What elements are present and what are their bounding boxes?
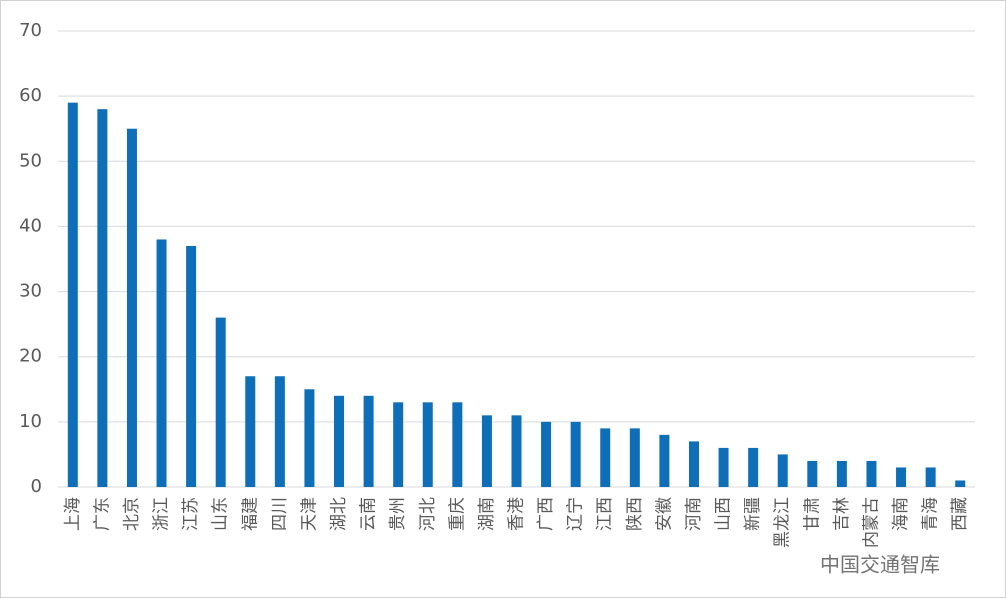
bar (748, 447, 759, 487)
bar (570, 421, 581, 487)
x-tick-label: 山西 (714, 497, 734, 531)
bar (215, 317, 226, 487)
x-tick-label: 广东 (92, 497, 112, 531)
x-tick-label: 山东 (211, 497, 231, 531)
x-tick-label: 安徽 (654, 497, 674, 531)
y-tick-label: 10 (19, 411, 42, 432)
bar (334, 395, 345, 487)
bar (600, 428, 611, 487)
bar (718, 447, 729, 487)
x-tick-label: 吉林 (832, 497, 852, 531)
bar (836, 460, 847, 487)
x-tick-label: 湖南 (477, 497, 497, 531)
x-tick-label: 黑龙江 (773, 497, 793, 548)
bar (452, 402, 463, 487)
x-tick-label: 广西 (536, 497, 556, 531)
x-tick-label: 海南 (891, 497, 911, 531)
bar (659, 434, 670, 487)
bar (807, 460, 818, 487)
bar (629, 428, 640, 487)
x-tick-label: 湖北 (329, 497, 349, 531)
bar (541, 421, 552, 487)
y-tick-label: 30 (19, 281, 42, 302)
x-tick-label: 江苏 (181, 497, 201, 531)
x-tick-label: 甘肃 (802, 497, 822, 531)
bar (97, 109, 108, 488)
y-tick-label: 70 (19, 20, 42, 41)
x-tick-label: 重庆 (447, 497, 467, 531)
bar (422, 402, 433, 487)
bar (955, 480, 966, 487)
y-tick-label: 50 (19, 150, 42, 171)
y-tick-label: 20 (19, 346, 42, 367)
bar (866, 460, 877, 487)
bar (363, 395, 374, 487)
x-tick-label: 陕西 (625, 497, 645, 531)
bar (67, 102, 78, 488)
x-tick-label: 河南 (684, 497, 704, 531)
x-tick-label: 新疆 (743, 497, 763, 531)
watermark: 中国交通智库 (820, 553, 940, 577)
x-tick-label: 贵州 (388, 497, 408, 531)
bar (896, 467, 907, 487)
x-tick-label: 浙江 (152, 497, 172, 531)
bar (925, 467, 936, 487)
x-tick-label: 内蒙古 (861, 497, 881, 548)
bar (274, 376, 285, 487)
bar (245, 376, 256, 487)
bar (304, 389, 315, 487)
x-tick-label: 辽宁 (566, 497, 586, 531)
bar (156, 239, 167, 487)
x-tick-label: 西藏 (950, 497, 970, 531)
x-tick-label: 江西 (595, 497, 615, 531)
x-tick-label: 福建 (240, 497, 260, 531)
y-tick-label: 60 (19, 85, 42, 106)
x-tick-label: 河北 (418, 497, 438, 531)
x-tick-label: 香港 (507, 497, 527, 531)
bar (126, 128, 137, 487)
x-tick-label: 上海 (63, 497, 83, 531)
x-tick-label: 四川 (270, 497, 290, 531)
bar (481, 415, 492, 487)
y-tick-label: 40 (19, 215, 42, 236)
bar (688, 441, 699, 487)
bar (186, 245, 197, 487)
bar (777, 454, 788, 487)
x-tick-label: 天津 (299, 497, 319, 531)
bar (393, 402, 404, 487)
bar (511, 415, 522, 487)
x-tick-label: 云南 (359, 497, 379, 531)
y-tick-label: 0 (31, 476, 42, 497)
x-tick-label: 青海 (921, 497, 941, 531)
x-tick-label: 北京 (122, 497, 142, 531)
